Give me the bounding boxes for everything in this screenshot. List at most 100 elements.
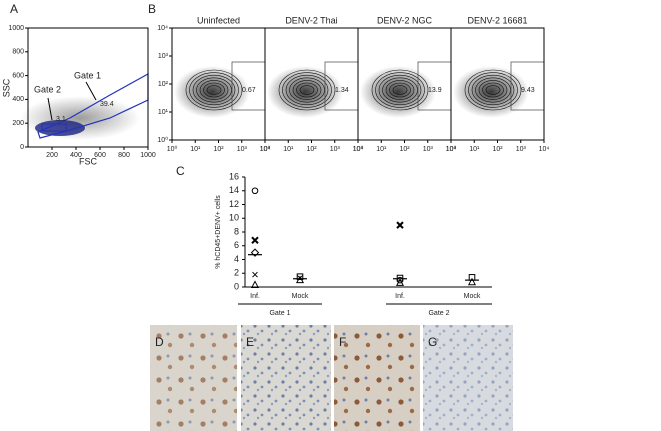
- contour: [464, 69, 522, 111]
- y-tick-label: 10⁴: [157, 25, 168, 32]
- contour: [475, 77, 511, 103]
- x-tick-label: 600: [94, 152, 106, 159]
- plot-title: DENV-2 NGC: [377, 15, 433, 25]
- x-tick-label: Inf.: [250, 293, 260, 300]
- image-f-stain: [334, 325, 420, 431]
- panel-label: G: [428, 335, 437, 349]
- x-tick-label: 800: [118, 152, 130, 159]
- x-tick-label: 10³: [330, 146, 341, 153]
- gate-value: 39.4: [100, 101, 114, 108]
- x-tick-label: 10⁴: [353, 146, 364, 153]
- y-tick-label: 12: [229, 199, 239, 209]
- y-tick-label: 1000: [8, 25, 24, 32]
- contour: [375, 72, 425, 108]
- plot-title: DENV-2 16681: [467, 15, 527, 25]
- contour: [296, 82, 318, 98]
- x-tick-label: 10⁴: [260, 146, 271, 153]
- plot-title: DENV-2 Thai: [285, 15, 337, 25]
- panel-label: A: [10, 2, 18, 16]
- point: [467, 277, 477, 286]
- point: [250, 280, 260, 288]
- point: [396, 221, 404, 229]
- contour: [185, 69, 243, 111]
- x-tick-label: 10¹: [283, 146, 294, 153]
- contour: [199, 80, 229, 100]
- contour: [278, 69, 336, 111]
- y-tick-label: 10²: [158, 81, 169, 88]
- image-g-stain: [423, 325, 513, 431]
- histology: [150, 325, 513, 431]
- x-tick-label: 1000: [140, 152, 156, 159]
- x-tick-label: 10¹: [190, 146, 201, 153]
- x-tick-label: 10³: [237, 146, 248, 153]
- x-tick-label: 10³: [516, 146, 527, 153]
- y-tick-label: 600: [12, 72, 24, 79]
- y-tick-label: 800: [12, 49, 24, 56]
- point: [395, 278, 405, 286]
- panel-label: E: [246, 335, 254, 349]
- contour: [289, 77, 325, 103]
- y-tick-label: 16: [229, 171, 239, 181]
- group-label: Gate 1: [269, 310, 290, 317]
- contour: [389, 82, 411, 98]
- x-tick-label: Inf.: [395, 293, 405, 300]
- event-cloud: [453, 66, 529, 118]
- x-tick-label: 10⁴: [539, 146, 550, 153]
- y-tick-label: 10³: [158, 53, 169, 60]
- contour: [192, 74, 236, 106]
- contour: [485, 85, 501, 95]
- y-tick-label: 2: [234, 268, 239, 278]
- contour: [385, 80, 415, 100]
- contour: [299, 85, 315, 95]
- x-tick-label: 10¹: [469, 146, 480, 153]
- contour: [378, 74, 422, 106]
- y-tick-label: 14: [229, 185, 239, 195]
- contour: [292, 80, 322, 100]
- x-tick-label: 10⁰: [167, 145, 178, 153]
- x-axis-label: FSC: [79, 156, 98, 166]
- x-tick-label: 10²: [399, 146, 410, 153]
- contour: [482, 82, 504, 98]
- contour: [206, 85, 222, 95]
- x-tick-label: Mock: [464, 293, 481, 300]
- point: [296, 273, 304, 280]
- plot-title: Uninfected: [197, 15, 240, 25]
- point: [252, 271, 258, 278]
- event-cloud: [360, 66, 436, 118]
- panel-label: F: [339, 335, 346, 349]
- contour: [196, 77, 232, 103]
- gate-value: 3.1: [56, 116, 66, 123]
- y-tick-label: 10: [229, 213, 239, 223]
- y-tick-label: 10⁰: [157, 136, 168, 144]
- contour: [282, 72, 332, 108]
- y-tick-label: 400: [12, 96, 24, 103]
- point: [396, 274, 404, 282]
- point: [250, 248, 260, 257]
- x-tick-label: 10⁰: [353, 145, 364, 153]
- x-tick-label: 200: [46, 152, 58, 159]
- contour: [468, 72, 518, 108]
- x-tick-label: Mock: [292, 293, 309, 300]
- contour: [203, 82, 225, 98]
- plot-frame: [27, 27, 149, 148]
- point: [251, 187, 259, 195]
- contour: [478, 80, 508, 100]
- contour: [392, 85, 408, 95]
- y-tick-label: 8: [234, 226, 239, 236]
- arrow: [47, 97, 53, 121]
- panel-a-art: [20, 72, 149, 140]
- contour: [189, 72, 239, 108]
- x-tick-label: 10⁴: [446, 146, 457, 153]
- y-tick-label: 0: [234, 281, 239, 291]
- contour: [285, 74, 329, 106]
- contour: [371, 69, 429, 111]
- contour: [471, 74, 515, 106]
- group-label: Gate 2: [428, 310, 449, 317]
- y-axis-label: % hCD45+DENV+ cells: [215, 195, 222, 269]
- panel-label: C: [176, 164, 185, 178]
- y-tick-label: 10¹: [158, 109, 169, 116]
- x-tick-label: 400: [70, 152, 82, 159]
- panel-label: B: [148, 2, 156, 16]
- y-tick-label: 6: [234, 240, 239, 250]
